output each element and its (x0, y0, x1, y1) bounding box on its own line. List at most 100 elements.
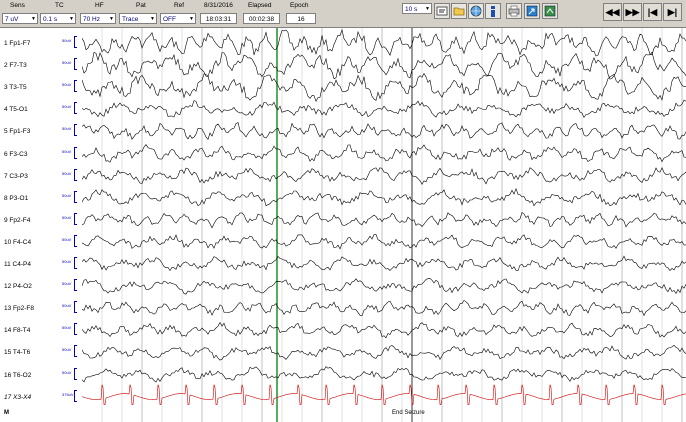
pattern-value: Trace (122, 16, 139, 23)
time-constant-value: 0.1 s (43, 16, 58, 23)
channel-scale: 50uV (62, 259, 72, 264)
scale-bracket (74, 168, 77, 181)
high-filter-value: 70 Hz (83, 16, 100, 23)
channel-scale: 50uV (62, 38, 72, 43)
channel-row[interactable]: 12 P4-O2 50uV (0, 275, 82, 297)
tc-header: TC (55, 2, 64, 9)
pattern-select[interactable]: Trace ▼ (119, 13, 157, 24)
annotation-end-seizure: End Seizure (392, 410, 425, 416)
open-folder-button[interactable] (451, 3, 467, 19)
eeg-trace (82, 384, 686, 405)
fast-forward-button[interactable]: ▶▶ (623, 3, 642, 21)
channel-row[interactable]: 9 Fp2-F4 50uV (0, 209, 82, 231)
info-button[interactable] (485, 3, 501, 19)
eeg-trace (82, 278, 686, 295)
last-page-button[interactable]: ▶| (663, 3, 682, 21)
channel-label: 5 Fp1-F3 (4, 128, 31, 136)
network-button[interactable] (468, 3, 484, 19)
channel-label: 7 C3-P3 (4, 172, 28, 180)
elapsed-header: Elapsed (248, 2, 272, 9)
channel-row[interactable]: 8 P3-O1 50uV (0, 187, 82, 209)
settings-button[interactable] (542, 3, 558, 19)
timing-grid (101, 28, 683, 422)
last-page-icon: ▶| (667, 7, 678, 17)
channel-scale: 50uV (62, 148, 72, 154)
channel-label: 1 Fp1-F7 (4, 40, 31, 47)
channel-row[interactable]: 1 Fp1-F7 50uV (0, 32, 82, 54)
channel-label: 13 Fp2-F8 (4, 305, 34, 313)
channel-row[interactable]: 15 T4-T6 50uV (0, 341, 82, 363)
first-page-button[interactable]: |◀ (643, 3, 662, 21)
eeg-trace (82, 167, 686, 185)
date-header: 8/31/2016 (204, 2, 233, 9)
channel-row[interactable]: 2 F7-T3 50uV (0, 54, 82, 76)
channel-label: 11 C4-P4 (4, 261, 31, 268)
eeg-trace (82, 212, 686, 229)
sensitivity-select[interactable]: 7 uV ▼ (2, 13, 38, 24)
export-button[interactable] (524, 3, 540, 19)
channel-row[interactable]: 16 T6-O2 50uV (0, 364, 82, 386)
montage-button[interactable] (434, 3, 450, 19)
scale-bracket (74, 345, 77, 358)
scale-bracket (74, 301, 77, 314)
trace-layer (82, 28, 686, 405)
reference-select[interactable]: OFF ▼ (160, 13, 196, 24)
pat-header: Pat (136, 2, 146, 9)
channel-row[interactable]: 17 X3-X4 375uV (0, 386, 82, 408)
info-icon (491, 6, 495, 17)
eeg-trace-area[interactable]: End Seizure (82, 28, 686, 422)
channel-row[interactable]: 13 Fp2-F8 50uV (0, 297, 82, 319)
dropdown-arrow-icon: ▼ (425, 6, 430, 12)
channel-scale: 50uV (62, 369, 72, 375)
scale-bracket (74, 389, 77, 402)
print-button[interactable] (506, 3, 522, 19)
eeg-trace (82, 321, 686, 339)
folder-icon (453, 7, 465, 16)
eeg-trace (82, 99, 686, 119)
channel-label: 16 T6-O2 (4, 371, 32, 379)
hf-header: HF (95, 2, 104, 9)
scale-bracket (74, 102, 77, 115)
scale-bracket (74, 36, 77, 48)
channel-scale: 375uV (62, 391, 74, 397)
channel-row[interactable]: 11 C4-P4 50uV (0, 253, 82, 275)
elapsed-display: 00:02:38 (243, 13, 280, 24)
channel-label-panel: 1 Fp1-F7 50uV 2 F7-T3 50uV 3 T3-T5 50uV 4 T5-O… (0, 28, 82, 422)
channel-row[interactable]: 5 Fp1-F3 50uV (0, 120, 82, 142)
scale-bracket (74, 257, 77, 269)
channel-row[interactable]: 7 C3-P3 50uV (0, 165, 82, 187)
channel-label: 8 P3-O1 (4, 194, 29, 202)
channel-row[interactable]: 6 F3-C3 50uV (0, 143, 82, 165)
time-constant-select[interactable]: 0.1 s ▼ (40, 13, 76, 24)
channel-scale: 50uV (62, 170, 72, 176)
channel-scale: 50uV (62, 60, 72, 66)
eeg-trace (82, 299, 686, 317)
channel-row[interactable]: 14 F8-T4 50uV (0, 319, 82, 341)
scale-bracket (74, 234, 77, 247)
channel-row[interactable]: 4 T5-O1 50uV (0, 98, 82, 120)
eeg-trace (82, 344, 686, 361)
print-icon (508, 5, 520, 17)
page-length-select[interactable]: 10 s ▼ (402, 3, 432, 14)
montage-toolbar: Sens TC HF Pat Ref 8/31/2016 Elapsed Epo… (0, 0, 686, 28)
scale-bracket (74, 146, 77, 159)
high-filter-select[interactable]: 70 Hz ▼ (80, 13, 116, 24)
settings-icon (544, 5, 556, 17)
scale-bracket (74, 279, 77, 292)
rewind-button[interactable]: ◀◀ (603, 3, 622, 21)
trace-background (82, 28, 686, 422)
channel-row[interactable]: 3 T3-T5 50uV (0, 76, 82, 98)
globe-icon (470, 5, 482, 17)
scale-bracket (74, 58, 77, 71)
first-page-icon: |◀ (647, 7, 658, 17)
channel-row[interactable]: 10 F4-C4 50uV (0, 231, 82, 253)
scale-bracket (74, 80, 77, 93)
channel-label: 3 T3-T5 (4, 84, 27, 92)
channel-label: 10 F4-C4 (4, 238, 32, 246)
ref-header: Ref (174, 2, 185, 9)
scale-bracket (74, 124, 77, 137)
clock-display: 18:03:31 (200, 13, 237, 24)
eeg-trace (82, 366, 686, 383)
channel-scale: 50uV (62, 214, 72, 220)
channel-scale: 50uV (62, 325, 72, 331)
